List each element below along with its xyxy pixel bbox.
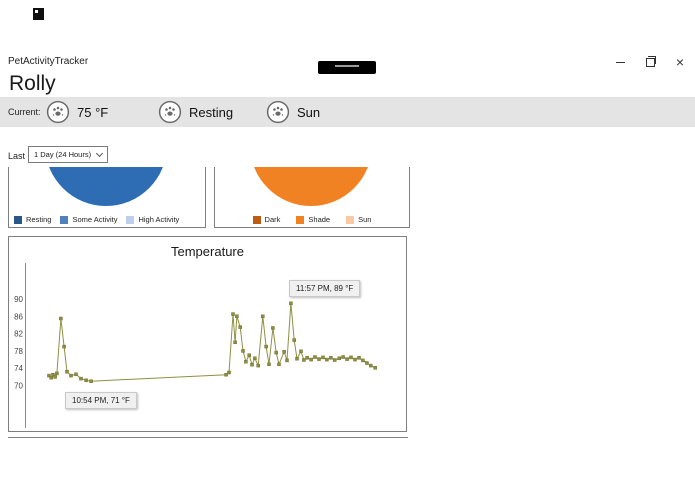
temperature-chart-title: Temperature [171, 244, 244, 259]
app-title: PetActivityTracker [8, 56, 89, 67]
window-controls: × [605, 48, 695, 76]
legend-label: Some Activity [72, 215, 118, 224]
desktop-shortcut-icon[interactable] [33, 8, 44, 20]
current-activity-stat: Resting [158, 100, 233, 124]
activity-legend: Resting Some Activity High Activity [9, 215, 205, 224]
legend-item-some-activity: Some Activity [60, 215, 117, 224]
legend-label: Shade [308, 215, 331, 224]
current-light-value: Sun [297, 104, 321, 120]
svg-text:86: 86 [14, 312, 23, 321]
svg-text:90: 90 [14, 295, 23, 304]
svg-text:82: 82 [14, 330, 23, 339]
legend-swatch [346, 215, 355, 224]
desktop-shortcut-dot [35, 10, 38, 13]
activity-pie [45, 167, 167, 206]
legend-label: Sun [358, 215, 372, 224]
legend-item-sun: Sun [346, 215, 371, 224]
black-pill-indicator-icon [318, 61, 376, 74]
legend-label: Resting [26, 215, 52, 224]
activity-chart-panel: Resting Some Activity High Activity [8, 167, 206, 228]
temperature-line-chart[interactable]: 90 86 82 78 74 70 [11, 261, 403, 429]
legend-item-high-activity: High Activity [126, 215, 179, 224]
datapoint-tooltip: 11:57 PM, 89 °F [289, 280, 361, 297]
restore-icon [645, 55, 656, 67]
paw-icon [158, 100, 182, 124]
paw-icon [46, 100, 70, 124]
restore-button[interactable] [635, 48, 665, 76]
legend-swatch [60, 215, 69, 224]
legend-item-resting: Resting [14, 215, 51, 224]
current-status-bar: Current: 75 °F Resting [0, 97, 695, 127]
svg-text:70: 70 [14, 382, 23, 391]
legend-swatch [14, 215, 22, 224]
light-pie [250, 167, 372, 206]
svg-text:74: 74 [14, 364, 23, 373]
minimize-icon [615, 61, 625, 63]
current-label: Current: [8, 107, 41, 117]
legend-swatch [252, 215, 261, 224]
current-light-stat: Sun [266, 100, 320, 124]
svg-text:78: 78 [14, 347, 23, 356]
next-panel-top-edge [8, 437, 408, 441]
current-activity-value: Resting [189, 104, 234, 120]
temperature-chart-panel: Temperature 90 86 82 78 74 70 11:57 PM, 89 °F… [8, 236, 407, 432]
light-chart-panel: Dark Shade Sun [214, 167, 410, 228]
legend-item-dark: Dark [252, 215, 281, 224]
close-button[interactable]: × [665, 48, 695, 76]
current-temperature-value: 75 °F [77, 104, 109, 120]
last-label: Last [8, 151, 26, 161]
time-range-value: 1 Day (24 Hours) [34, 150, 92, 159]
titlebar[interactable]: PetActivityTracker × [0, 48, 695, 76]
minimize-button[interactable] [605, 48, 635, 76]
legend-item-shade: Shade [296, 215, 330, 224]
datapoint-tooltip: 10:54 PM, 71 °F [65, 392, 137, 409]
current-temperature-stat: 75 °F [46, 100, 108, 124]
legend-label: High Activity [138, 215, 180, 224]
legend-label: Dark [264, 215, 281, 224]
legend-swatch [296, 215, 305, 224]
pet-name-title: Rolly [9, 72, 56, 95]
time-range-dropdown[interactable]: 1 Day (24 Hours) [28, 146, 108, 163]
paw-icon [266, 100, 290, 124]
pill-line [335, 65, 359, 67]
legend-swatch [126, 215, 135, 224]
close-icon: × [675, 54, 685, 70]
light-legend: Dark Shade Sun [215, 215, 409, 224]
chevron-down-icon [95, 149, 104, 158]
